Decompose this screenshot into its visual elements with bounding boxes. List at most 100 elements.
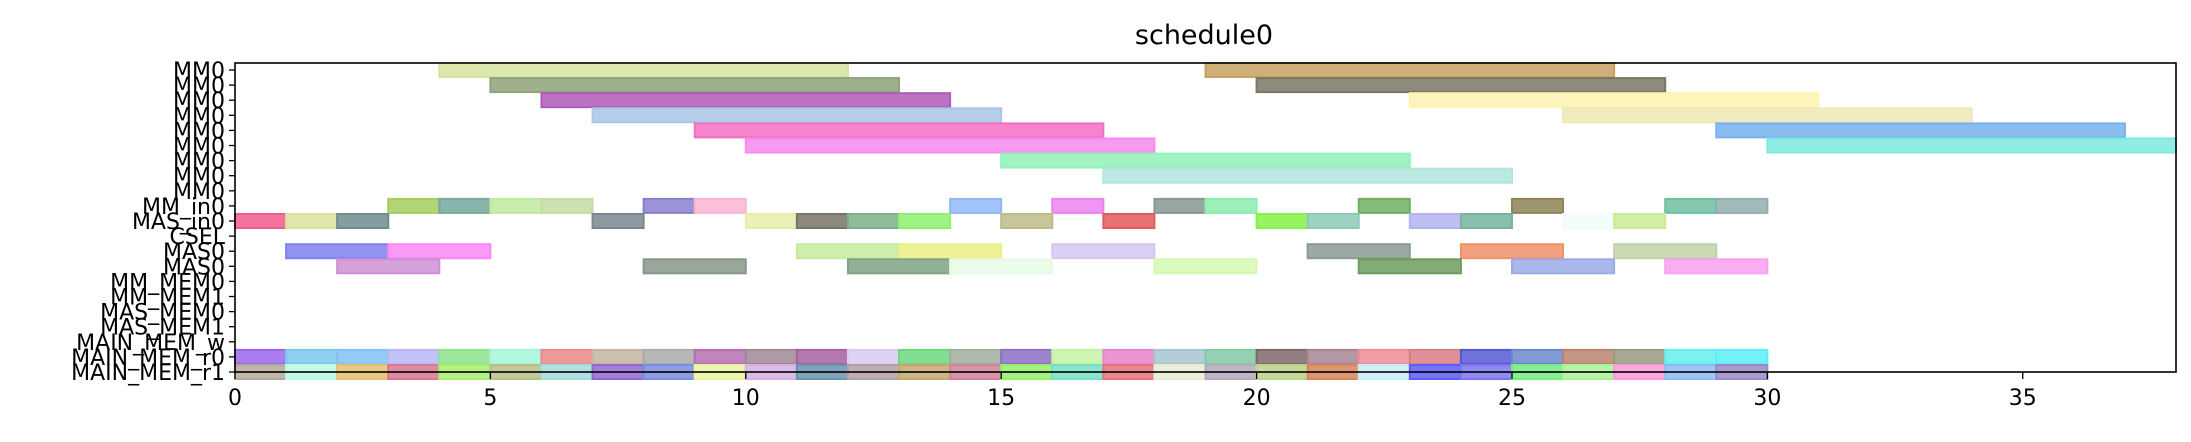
task-bar-30 xyxy=(336,213,390,229)
task-bar-17 xyxy=(540,197,594,214)
task-bar-24 xyxy=(1357,197,1411,214)
task-bar-82 xyxy=(1357,348,1411,365)
y-tick-label-4: MM0 xyxy=(173,119,225,144)
task-bar-13 xyxy=(1102,167,1513,184)
task-bar-15 xyxy=(438,197,492,214)
task-bar-68 xyxy=(642,348,696,365)
task-bar-55 xyxy=(949,258,1054,275)
x-tick-label-4: 20 xyxy=(1243,386,1271,411)
y-tick-label-17: MAS_MEM1 xyxy=(100,316,225,341)
y-tick-label-9: MM_in0 xyxy=(142,195,225,220)
task-bar-33 xyxy=(795,213,849,229)
x-tick-label-6: 30 xyxy=(1753,386,1781,411)
task-bar-76 xyxy=(1051,348,1105,365)
y-tick-label-13: MAS0 xyxy=(163,255,225,280)
task-bar-40 xyxy=(1408,213,1462,229)
task-bar-36 xyxy=(1000,213,1054,229)
task-bar-87 xyxy=(1613,348,1667,365)
task-bar-86 xyxy=(1562,348,1616,365)
task-bar-8 xyxy=(693,122,1105,139)
task-bar-16 xyxy=(489,197,543,214)
task-bar-7 xyxy=(1562,107,1973,124)
plot-frame xyxy=(234,62,2177,373)
task-bar-85 xyxy=(1510,348,1565,365)
task-bar-77 xyxy=(1102,348,1156,365)
chart-title: schedule0 xyxy=(1135,20,1273,51)
task-bar-66 xyxy=(540,348,594,365)
task-bar-25 xyxy=(1510,197,1565,214)
task-bar-34 xyxy=(846,213,901,229)
task-bar-62 xyxy=(336,348,390,365)
task-bar-10 xyxy=(744,137,1156,154)
task-bar-12 xyxy=(1000,152,1411,169)
y-tick-label-19: MAIN_MEM_r0 xyxy=(71,346,225,371)
task-bar-67 xyxy=(591,348,645,365)
task-bar-65 xyxy=(489,348,543,365)
x-tick-label-0: 0 xyxy=(228,386,242,411)
task-bar-41 xyxy=(1459,213,1513,229)
task-bar-60 xyxy=(234,348,288,365)
task-bar-44 xyxy=(285,243,390,260)
task-bar-3 xyxy=(1255,77,1667,94)
y-tick-label-18: MAIN_MEM_w xyxy=(76,331,225,356)
task-bar-23 xyxy=(1204,197,1258,214)
task-bar-45 xyxy=(387,243,492,260)
task-bar-18 xyxy=(642,197,696,214)
y-tick-label-6: MM0 xyxy=(173,150,225,175)
task-bar-52 xyxy=(336,258,441,275)
task-bar-48 xyxy=(1051,243,1156,260)
y-tick-label-5: MM0 xyxy=(173,135,225,160)
bars-layer xyxy=(234,62,2177,380)
x-tick-label-3: 15 xyxy=(987,386,1015,411)
task-bar-75 xyxy=(1000,348,1054,365)
task-bar-58 xyxy=(1510,258,1616,275)
task-bar-4 xyxy=(540,92,952,109)
y-tick-label-2: MM0 xyxy=(173,89,225,114)
task-bar-26 xyxy=(1664,197,1718,214)
task-bar-22 xyxy=(1153,197,1207,214)
task-bar-74 xyxy=(949,348,1003,365)
y-tick-label-1: MM0 xyxy=(173,74,225,99)
task-bar-78 xyxy=(1153,348,1207,365)
task-bar-37 xyxy=(1102,213,1156,229)
task-bar-11 xyxy=(1766,137,2177,154)
task-bar-79 xyxy=(1204,348,1258,365)
x-axis-ticks: 0 5 10 15 20 25 30 35 xyxy=(228,372,2037,411)
x-tick-label-1: 5 xyxy=(483,386,497,411)
task-bar-39 xyxy=(1306,213,1360,229)
task-bar-38 xyxy=(1255,213,1309,229)
task-bar-21 xyxy=(1051,197,1105,214)
task-bar-59 xyxy=(1664,258,1769,275)
task-bar-70 xyxy=(744,348,798,365)
task-bar-51 xyxy=(1613,243,1718,260)
task-bar-14 xyxy=(387,197,441,214)
y-tick-label-16: MAS_MEM0 xyxy=(100,301,225,326)
task-bar-83 xyxy=(1408,348,1462,365)
task-bar-2 xyxy=(489,77,901,94)
task-bar-57 xyxy=(1357,258,1462,275)
task-bar-6 xyxy=(591,107,1003,124)
task-bar-61 xyxy=(285,348,339,365)
y-tick-label-10: MAS_in0 xyxy=(132,210,225,235)
task-bar-31 xyxy=(591,213,645,229)
task-bar-42 xyxy=(1562,213,1616,229)
task-bar-89 xyxy=(1715,348,1769,365)
task-bar-81 xyxy=(1306,348,1360,365)
task-bar-43 xyxy=(1613,213,1667,229)
task-bar-46 xyxy=(795,243,901,260)
x-tick-label-2: 10 xyxy=(732,386,760,411)
task-bar-47 xyxy=(898,243,1003,260)
task-bar-1 xyxy=(1204,62,1616,78)
task-bar-32 xyxy=(744,213,798,229)
task-bar-84 xyxy=(1459,348,1513,365)
task-bar-9 xyxy=(1715,122,2126,139)
task-bar-20 xyxy=(949,197,1003,214)
x-tick-label-7: 35 xyxy=(2009,386,2037,411)
task-bar-19 xyxy=(693,197,747,214)
task-bar-72 xyxy=(846,348,901,365)
task-bar-56 xyxy=(1153,258,1258,275)
task-bar-5 xyxy=(1408,92,1820,109)
y-tick-label-15: MM_MEM1 xyxy=(110,286,225,311)
